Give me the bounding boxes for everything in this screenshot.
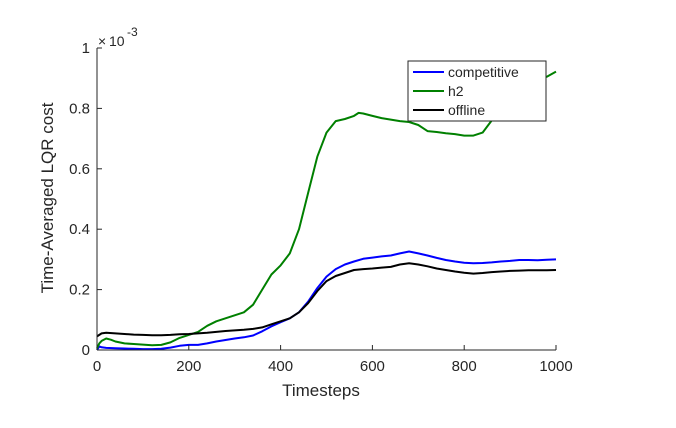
y-tick-label: 0.6 <box>69 161 90 178</box>
x-tick-label: 1000 <box>539 358 572 375</box>
x-axis-label: Timesteps <box>282 381 360 400</box>
y-axis-exponent: × 10 -3 <box>98 25 138 49</box>
y-tick-label: 0.2 <box>69 282 90 299</box>
x-tick-label: 600 <box>360 358 385 375</box>
x-tick-label: 0 <box>93 358 101 375</box>
y-exponent-base: 10 <box>109 33 125 49</box>
legend-label-competitive: competitive <box>448 64 519 80</box>
series-line-competitive <box>96 250 557 351</box>
y-exponent-prefix: × <box>98 33 106 49</box>
legend-label-offline: offline <box>448 102 485 118</box>
y-tick-label: 0.4 <box>69 221 90 238</box>
x-tick-label: 400 <box>268 358 293 375</box>
y-axis-label: Time-Averaged LQR cost <box>38 102 57 293</box>
series-line-h2 <box>96 70 557 349</box>
legend: competitive h2 offline <box>407 60 547 122</box>
y-tick-label: 0.8 <box>69 100 90 117</box>
series-layer <box>96 70 557 351</box>
x-tick-label: 800 <box>452 358 477 375</box>
axes-layer: 0 200 400 600 800 1000 0 0.2 0.4 0.6 0.8 1 <box>69 40 573 375</box>
y-tick-label: 1 <box>82 40 90 57</box>
y-tick-label: 0 <box>82 342 90 359</box>
x-tick-label: 200 <box>176 358 201 375</box>
y-exponent-power: -3 <box>127 25 138 39</box>
series-line-offline <box>96 262 557 338</box>
legend-label-h2: h2 <box>448 83 464 99</box>
